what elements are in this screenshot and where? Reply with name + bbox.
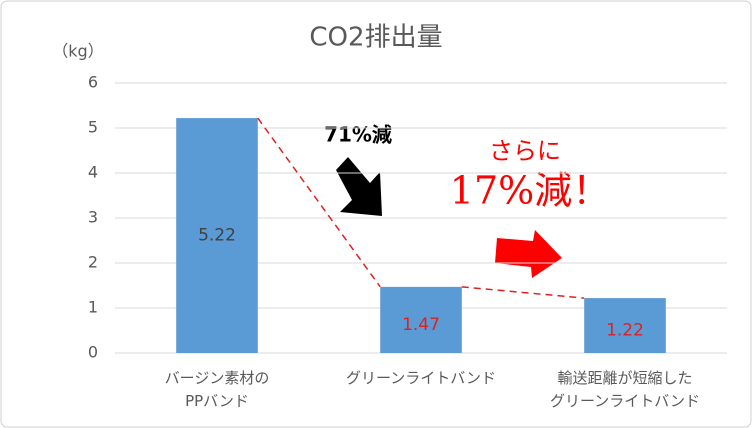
annotation: さらに xyxy=(489,137,561,165)
x-tick-label: バージン素材の PPバンド xyxy=(165,369,270,410)
value-label: 5.22 xyxy=(198,226,236,246)
value-label: 1.22 xyxy=(606,321,644,341)
bar xyxy=(584,298,666,353)
arrow xyxy=(495,230,562,278)
annotation: 17%減！ xyxy=(450,169,610,213)
bar xyxy=(380,286,462,353)
x-tick-label: 輸送距離が短縮したグリーンライトバンド xyxy=(550,369,700,410)
y-tick-label: 6 xyxy=(88,73,98,92)
chart-title: CO2排出量 xyxy=(309,23,442,53)
y-tick-label: 0 xyxy=(88,343,98,362)
bar xyxy=(176,118,258,353)
y-tick-label: 3 xyxy=(88,208,98,227)
y-tick-label: 2 xyxy=(88,253,98,272)
y-tick-label: 4 xyxy=(88,163,98,182)
arrow xyxy=(336,157,382,216)
value-label: 1.47 xyxy=(402,315,440,335)
y-tick-label: 5 xyxy=(88,118,98,137)
connector xyxy=(461,286,585,299)
y-tick-label: 1 xyxy=(88,298,98,317)
annotation: 71%減 xyxy=(324,123,392,147)
y-unit: （kg） xyxy=(52,42,103,61)
connector xyxy=(257,117,381,288)
x-tick-label: グリーンライトバンド xyxy=(346,369,496,387)
